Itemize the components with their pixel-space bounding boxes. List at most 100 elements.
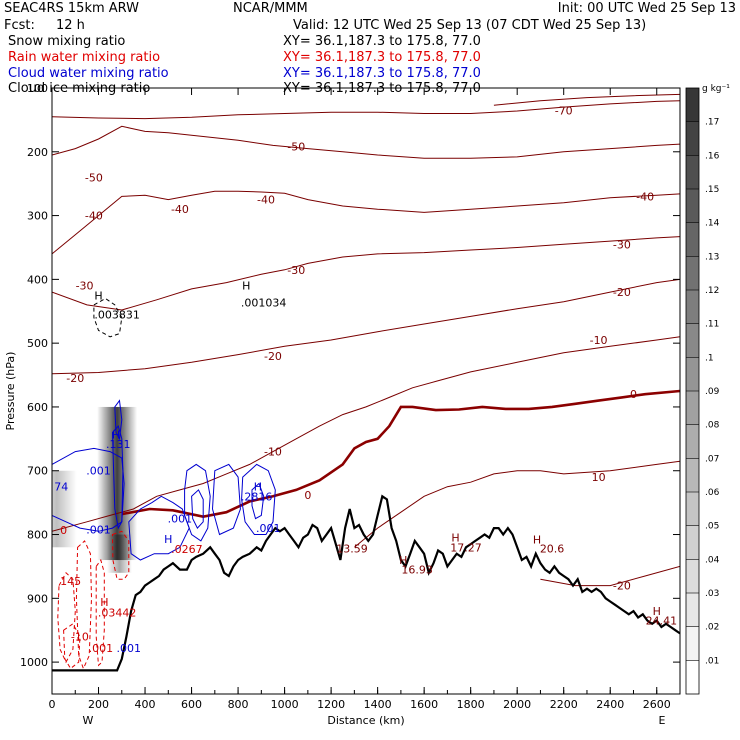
temperature-contour	[52, 100, 680, 120]
x-tick-label: 1000	[271, 698, 299, 711]
contour-label: .001	[117, 642, 142, 655]
colorbar-swatch	[686, 357, 699, 391]
colorbar-swatch	[686, 189, 699, 223]
model-title: SEAC4RS 15km ARW	[4, 1, 140, 16]
colorbar-swatch	[686, 222, 699, 257]
contour-label: .003831	[94, 308, 140, 321]
contour-label: -40	[85, 210, 103, 223]
contour-label: -30	[287, 264, 305, 277]
x-tick-label: 1400	[364, 698, 392, 711]
axes: 0 200 400 600 800 1000 1200 1400 1600 1800 2000 220…	[4, 82, 681, 727]
colorbar-tick-label: .1	[705, 353, 714, 363]
contour-label: -30	[613, 238, 631, 251]
contour-label: .0267	[171, 543, 203, 556]
x-tick-label: 2200	[550, 698, 578, 711]
x-tick-label: 2000	[503, 698, 531, 711]
high-marker: H	[94, 289, 102, 302]
terrain-line	[52, 494, 680, 672]
high-marker: H	[399, 554, 407, 567]
colorbar-tick-label: .03	[705, 589, 719, 599]
contour-label: .001	[89, 642, 114, 655]
high-marker: H	[451, 532, 459, 545]
contour-label: -40	[636, 190, 654, 203]
high-marker: H	[653, 605, 661, 618]
temperature-contour	[52, 125, 680, 159]
colorbar: .01 .02 .03 .04 .05 .06 .07 .08 .09 .1 .11 .12 .13 .1…	[685, 84, 730, 695]
temperature-contour	[493, 93, 680, 106]
y-tick-label: 700	[27, 465, 48, 478]
colorbar-tick-label: .01	[705, 656, 719, 666]
rain-water-contours	[57, 530, 130, 670]
colorbar-tick-label: .15	[705, 185, 719, 195]
legend-snow-label: Snow mixing ratio	[8, 34, 126, 49]
colorbar-tick-label: .05	[705, 522, 719, 532]
temperature-contours	[52, 93, 680, 587]
y-axis-title: Pressure (hPa)	[4, 352, 17, 431]
cloud-water-contour	[114, 399, 123, 441]
contour-label: -20	[613, 286, 631, 299]
contour-label: .001	[86, 465, 111, 478]
colorbar-swatch	[686, 88, 699, 122]
colorbar-tick-label: .16	[705, 151, 720, 161]
init-time: Init: 00 UTC Wed 25 Sep 13	[557, 1, 736, 16]
x-axis-title: Distance (km)	[327, 714, 404, 727]
contour-label: 16.93	[401, 564, 433, 577]
high-marker: H	[112, 428, 120, 441]
high-marker: H	[533, 534, 541, 547]
contour-label: 74	[54, 481, 68, 494]
rain-water-contour	[63, 623, 81, 670]
colorbar-swatch	[686, 121, 699, 156]
colorbar-swatch	[686, 458, 699, 492]
contour-label: .2816	[241, 490, 273, 503]
x-tick-label: 800	[228, 698, 249, 711]
colorbar-tick-label: .09	[705, 387, 720, 397]
snow-shading-layer	[52, 406, 138, 573]
x-tick-label: 400	[135, 698, 156, 711]
temperature-contour	[52, 278, 680, 375]
y-tick-label: 900	[27, 592, 48, 605]
temperature-contour	[52, 190, 680, 255]
y-tick-label: 600	[27, 401, 48, 414]
contour-label: .001034	[241, 296, 287, 309]
rain-water-contour	[75, 540, 93, 670]
y-tick-label: 300	[27, 210, 48, 223]
colorbar-tick-label: .06	[705, 488, 720, 498]
valid-time: Valid: 12 UTC Wed 25 Sep 13 (07 CDT Wed …	[293, 18, 647, 33]
legend-snow-xy: XY= 36.1,187.3 to 175.8, 77.0	[283, 34, 481, 49]
y-tick-label: 200	[27, 146, 48, 159]
colorbar-swatch	[686, 559, 699, 593]
y-tick-label: 1000	[20, 656, 48, 669]
temperature-contour	[354, 460, 680, 548]
temperature-contour	[121, 389, 680, 519]
colorbar-tick-label: .04	[705, 555, 720, 565]
contour-label: -50	[287, 141, 305, 154]
colorbar-swatch	[686, 525, 699, 560]
high-marker: H	[254, 481, 262, 494]
x-tick-label: 2600	[643, 698, 671, 711]
cloud-water-contour	[191, 489, 204, 529]
contour-label: -20	[613, 580, 631, 593]
contour-label: .131	[106, 438, 131, 451]
cloud-water-contour	[184, 463, 211, 542]
contour-label: -40	[257, 194, 275, 207]
colorbar-tick-label: .12	[705, 286, 719, 296]
contour-label: .001	[86, 523, 111, 536]
colorbar-swatch	[686, 155, 699, 189]
colorbar-swatch	[686, 256, 699, 290]
plot-border	[51, 87, 681, 695]
x-tick-label: 600	[181, 698, 202, 711]
contour-label: -40	[171, 203, 189, 216]
contour-label: 0	[630, 388, 637, 401]
legend-rain-label: Rain water mixing ratio	[8, 50, 161, 65]
legend-rain-xy: XY= 36.1,187.3 to 175.8, 77.0	[283, 50, 481, 65]
contour-label: .001	[256, 522, 281, 535]
y-tick-label: 400	[27, 273, 48, 286]
colorbar-swatch	[686, 391, 699, 425]
x-tick-label: 200	[88, 698, 109, 711]
cloud-ice-contours	[93, 297, 123, 338]
y-tick-label: 500	[27, 337, 48, 350]
contour-labels: -70 -50 -50 -40 -40 -40 -40 -30 -30 -30 -20 -20 -20 -…	[54, 104, 677, 655]
colorbar-tick-label: .07	[705, 454, 719, 464]
contour-label: 145	[60, 575, 81, 588]
